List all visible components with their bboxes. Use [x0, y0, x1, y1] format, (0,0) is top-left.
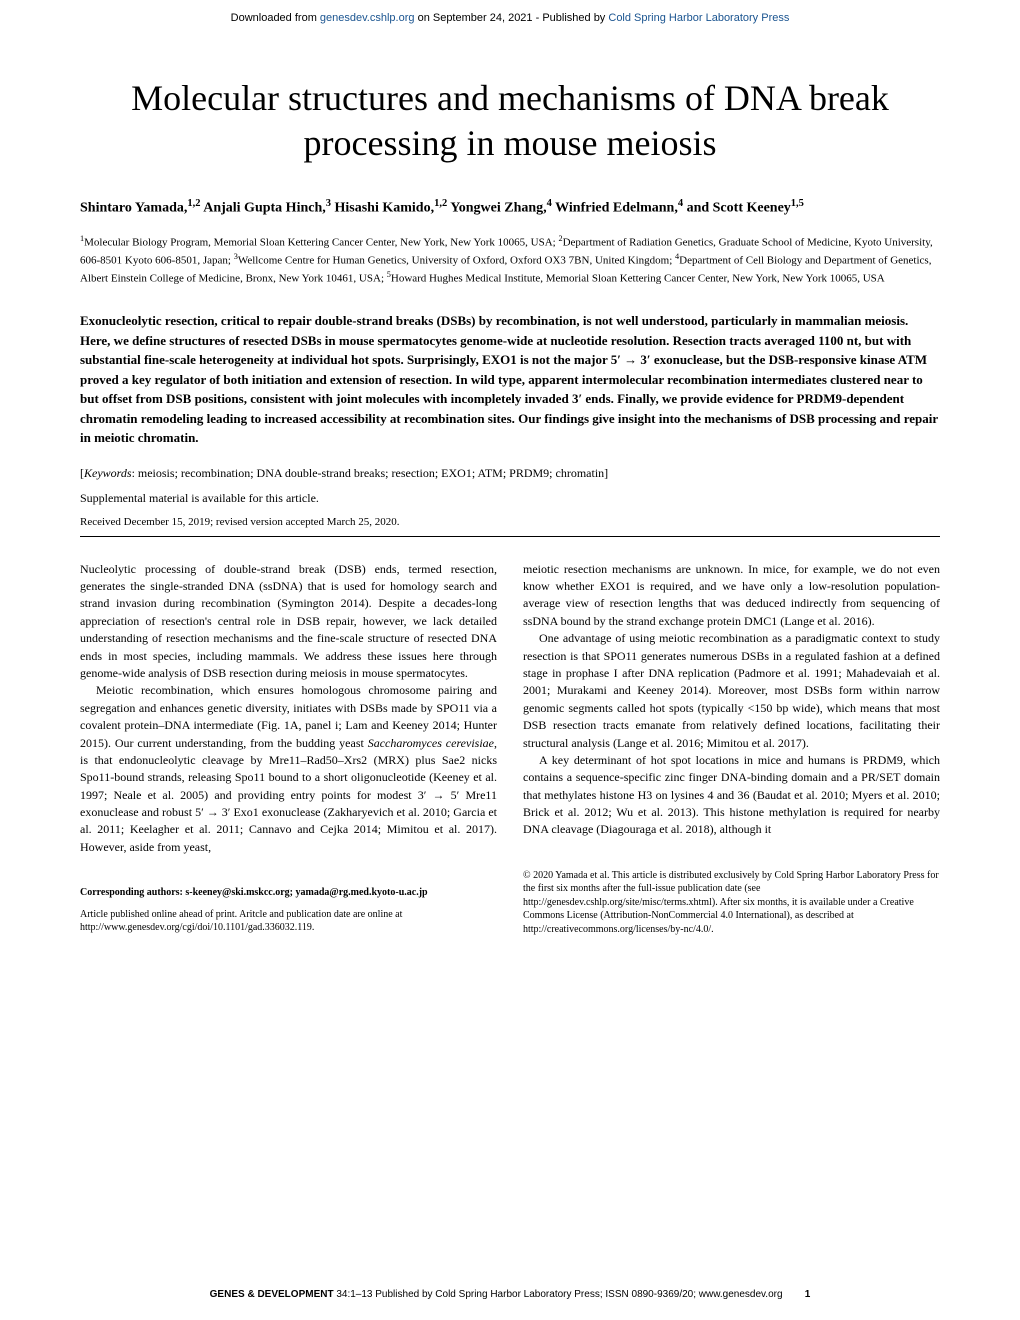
- supplemental-note: Supplemental material is available for t…: [80, 491, 940, 506]
- copyright-notice: © 2020 Yamada et al. This article is dis…: [523, 869, 940, 937]
- body-columns: Nucleolytic processing of double-strand …: [80, 561, 940, 937]
- page-footer: GENES & DEVELOPMENT 34:1–13 Published by…: [0, 1289, 1020, 1300]
- left-column: Nucleolytic processing of double-strand …: [80, 561, 497, 937]
- footer-details: 34:1–13 Published by Cold Spring Harbor …: [334, 1289, 783, 1300]
- received-dates: Received December 15, 2019; revised vers…: [80, 516, 940, 528]
- banner-link-publisher[interactable]: Cold Spring Harbor Laboratory Press: [608, 12, 789, 24]
- page-number: 1: [805, 1289, 811, 1300]
- banner-link-source[interactable]: genesdev.cshlp.org: [320, 12, 415, 24]
- download-banner: Downloaded from genesdev.cshlp.org on Se…: [0, 0, 1020, 36]
- keywords: [Keywords: meiosis; recombination; DNA d…: [80, 466, 940, 481]
- article-title: Molecular structures and mechanisms of D…: [80, 76, 940, 166]
- journal-name: GENES & DEVELOPMENT: [210, 1289, 334, 1300]
- body-paragraph: A key determinant of hot spot locations …: [523, 752, 940, 839]
- body-paragraph: meiotic resection mechanisms are unknown…: [523, 561, 940, 631]
- section-divider: [80, 536, 940, 537]
- footer-left-section: Corresponding authors: s-keeney@ski.mskc…: [80, 886, 497, 935]
- corresponding-label: Corresponding authors:: [80, 887, 185, 898]
- corresponding-emails: s-keeney@ski.mskcc.org; yamada@rg.med.ky…: [185, 887, 427, 898]
- authors-list: Shintaro Yamada,1,2 Anjali Gupta Hinch,3…: [80, 196, 940, 219]
- abstract: Exonucleolytic resection, critical to re…: [80, 311, 940, 448]
- article-publication-info: Article published online ahead of print.…: [80, 908, 497, 935]
- content-wrapper: Molecular structures and mechanisms of D…: [0, 76, 1020, 936]
- affiliations: 1Molecular Biology Program, Memorial Slo…: [80, 233, 940, 287]
- right-column: meiotic resection mechanisms are unknown…: [523, 561, 940, 937]
- keywords-text: : meiosis; recombination; DNA double-str…: [132, 466, 609, 480]
- body-paragraph: One advantage of using meiotic recombina…: [523, 630, 940, 752]
- corresponding-authors: Corresponding authors: s-keeney@ski.mskc…: [80, 886, 497, 900]
- banner-prefix: Downloaded from: [231, 12, 320, 24]
- body-paragraph: Meiotic recombination, which ensures hom…: [80, 682, 497, 856]
- body-paragraph: Nucleolytic processing of double-strand …: [80, 561, 497, 683]
- banner-middle: on September 24, 2021 - Published by: [415, 12, 609, 24]
- keywords-label: Keywords: [84, 466, 132, 480]
